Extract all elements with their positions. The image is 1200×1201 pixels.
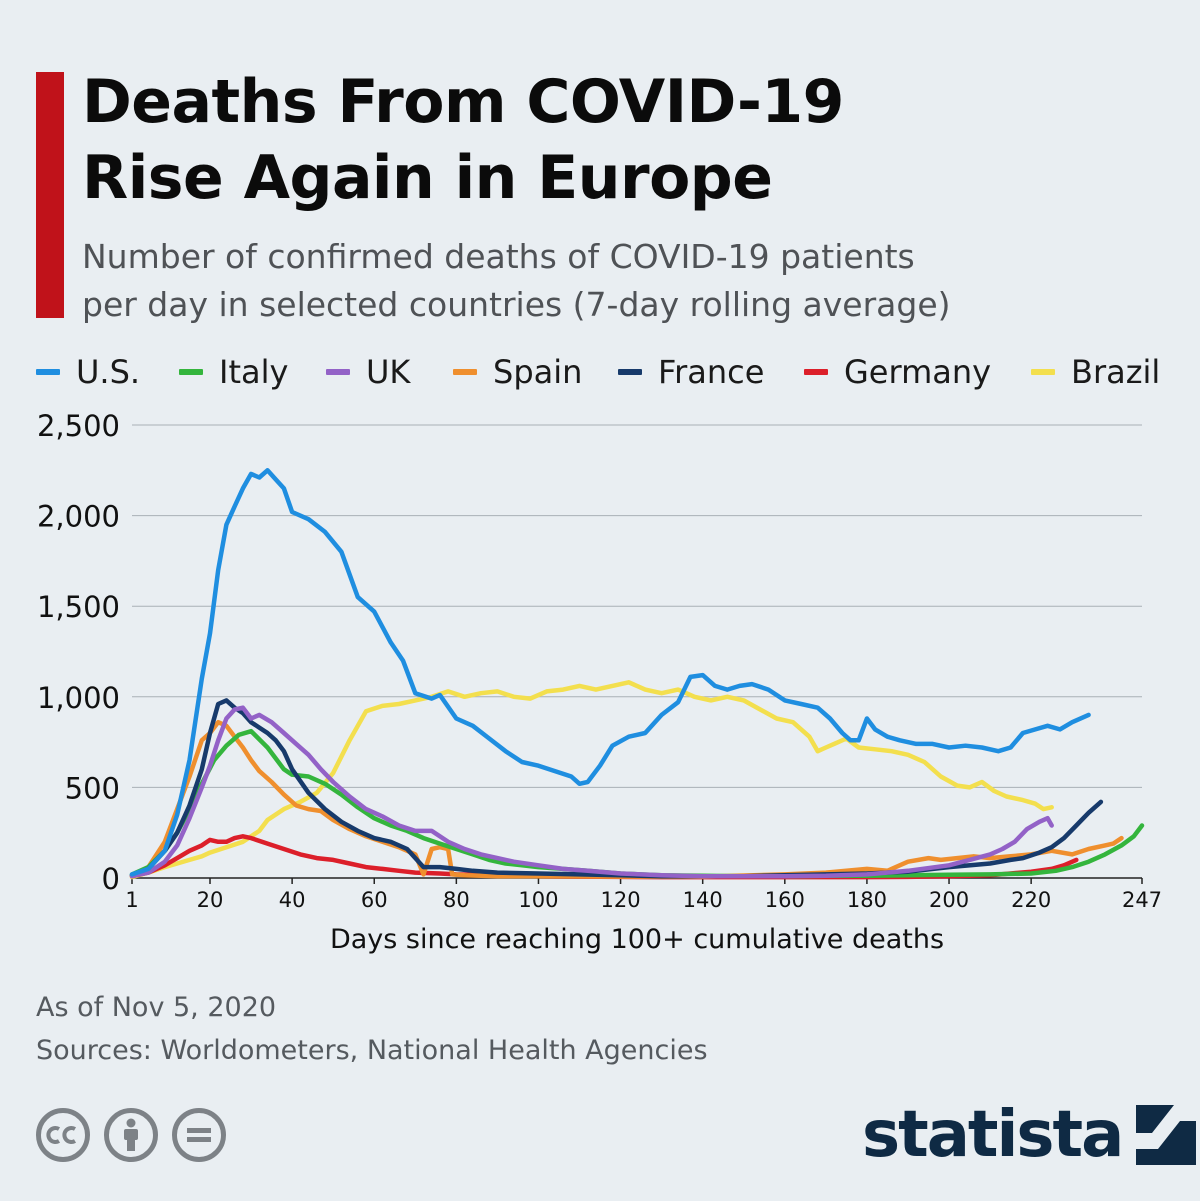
legend-swatch — [36, 369, 60, 375]
title-accent-bar — [36, 72, 64, 318]
attribution-person-icon[interactable] — [104, 1108, 158, 1162]
series-line-uk — [129, 705, 1054, 879]
legend-item-germany: Germany — [804, 348, 991, 396]
series-line-italy — [129, 728, 1145, 879]
legend-item-italy: Italy — [179, 348, 288, 396]
legend-label: Germany — [844, 353, 992, 391]
x-axis-label: Days since reaching 100+ cumulative deat… — [330, 924, 944, 955]
legend-swatch — [179, 369, 203, 375]
legend-label: Brazil — [1071, 353, 1161, 391]
series-line-france — [129, 698, 1104, 879]
license-icons — [36, 1108, 226, 1162]
legend-label: UK — [366, 353, 411, 391]
legend-item-spain: Spain — [453, 348, 582, 396]
as-of-date: As of Nov 5, 2020 — [36, 992, 277, 1023]
x-tick-label: 140 — [683, 888, 723, 912]
x-tick-label: 20 — [197, 888, 224, 912]
legend-swatch — [804, 369, 828, 375]
chart-subtitle: Number of confirmed deaths of COVID-19 p… — [82, 233, 1172, 329]
legend-item-brazil: Brazil — [1031, 348, 1160, 396]
x-tick-label: 1 — [125, 888, 138, 912]
statista-logo[interactable]: statista — [862, 1098, 1197, 1172]
legend-item-u-s: U.S. — [36, 348, 140, 396]
x-tick-label: 180 — [847, 888, 887, 912]
x-tick-label: 160 — [765, 888, 805, 912]
title-line-2: Rise Again in Europe — [82, 143, 773, 213]
x-tick-label: 40 — [279, 888, 306, 912]
series-line-brazil — [129, 680, 1054, 880]
statista-mark-icon — [1136, 1105, 1197, 1165]
y-tick-label: 0 — [102, 862, 120, 896]
x-tick-label: 220 — [1011, 888, 1051, 912]
series-line-u-s — [129, 468, 1091, 877]
legend-swatch — [1031, 369, 1055, 375]
legend-item-france: France — [618, 348, 764, 396]
chart-legend: U.S. Italy UK Spain France Germany Brazil — [36, 348, 1186, 398]
legend-label: Spain — [493, 353, 583, 391]
y-tick-label: 1,500 — [37, 590, 120, 624]
no-derivatives-equals-icon[interactable] — [172, 1108, 226, 1162]
legend-item-uk: UK — [326, 348, 410, 396]
y-tick-label: 1,000 — [37, 681, 120, 715]
chart-title: Deaths From COVID-19 Rise Again in Europ… — [82, 64, 1162, 216]
subtitle-line-2: per day in selected countries (7-day rol… — [82, 285, 951, 324]
legend-label: Italy — [219, 353, 289, 391]
subtitle-line-1: Number of confirmed deaths of COVID-19 p… — [82, 237, 915, 276]
x-tick-label: 120 — [601, 888, 641, 912]
title-line-1: Deaths From COVID-19 — [82, 67, 844, 137]
x-tick-label: 80 — [443, 888, 470, 912]
legend-swatch — [453, 369, 477, 375]
cc-license-icon[interactable] — [36, 1108, 90, 1162]
sources-note: Sources: Worldometers, National Health A… — [36, 1035, 708, 1066]
y-tick-label: 500 — [65, 771, 120, 805]
x-tick-label: 100 — [518, 888, 558, 912]
legend-label: U.S. — [76, 353, 141, 391]
x-tick-label: 200 — [929, 888, 969, 912]
x-tick-label: 247 — [1122, 888, 1162, 912]
y-tick-label: 2,000 — [37, 500, 120, 534]
x-tick-label: 60 — [361, 888, 388, 912]
legend-swatch — [618, 369, 642, 375]
brand-wordmark: statista — [862, 1098, 1124, 1172]
y-tick-label: 2,500 — [37, 409, 120, 443]
legend-label: France — [658, 353, 765, 391]
legend-swatch — [326, 369, 350, 375]
